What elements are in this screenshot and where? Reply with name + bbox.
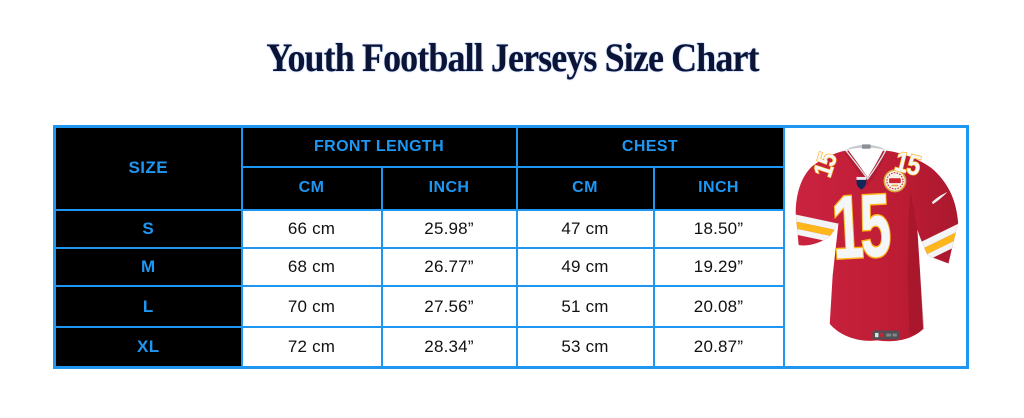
header-front-length: FRONT LENGTH xyxy=(240,125,518,168)
page-title: Youth Football Jerseys Size Chart xyxy=(0,36,1024,80)
header-chest-inch: INCH xyxy=(652,166,785,211)
table-row-l: L 70 cm 27.56” 51 cm 20.08” xyxy=(53,285,968,328)
collar-back xyxy=(845,144,887,151)
size-cell: XL xyxy=(53,325,243,369)
table-row-m: M 68 cm 26.77” 49 cm 19.29” xyxy=(53,246,968,288)
header-chest: CHEST xyxy=(515,125,785,168)
front-inch-cell: 28.34” xyxy=(380,325,518,369)
jersey-image-cell: 15 15 15 xyxy=(782,125,969,369)
front-inch-cell: 26.77” xyxy=(380,246,518,288)
table-row-xl: XL 72 cm 28.34” 53 cm 20.87” xyxy=(53,325,968,369)
chest-cm-cell: 47 cm xyxy=(515,208,655,249)
front-cm-cell: 68 cm xyxy=(240,246,383,288)
nfl-shield-icon xyxy=(856,176,867,190)
jersey-chest-number: 15 xyxy=(830,175,893,278)
front-inch-cell: 27.56” xyxy=(380,285,518,328)
front-inch-cell: 25.98” xyxy=(380,208,518,249)
header-size: SIZE xyxy=(53,125,243,211)
jersey-image: 15 15 15 xyxy=(795,144,959,342)
collar-trim xyxy=(844,149,888,187)
front-cm-cell: 72 cm xyxy=(240,325,383,369)
header-chest-cm: CM xyxy=(515,166,655,211)
size-chart-table: SIZE FRONT LENGTH CHEST xyxy=(53,125,969,369)
header-units-row: CM INCH CM INCH xyxy=(55,166,968,211)
chest-inch-cell: 19.29” xyxy=(652,246,785,288)
chest-cm-cell: 49 cm xyxy=(515,246,655,288)
size-cell: M xyxy=(53,246,243,288)
chest-inch-cell: 20.87” xyxy=(652,325,785,369)
chest-inch-cell: 20.08” xyxy=(652,285,785,328)
front-cm-cell: 66 cm xyxy=(240,208,383,249)
front-cm-cell: 70 cm xyxy=(240,285,383,328)
header-group-row: SIZE FRONT LENGTH CHEST xyxy=(53,125,969,369)
nike-swoosh-icon xyxy=(932,192,948,205)
header-front-cm: CM xyxy=(240,166,383,211)
header-front-inch: INCH xyxy=(380,166,518,211)
chiefs-patch-icon xyxy=(883,169,907,193)
side-mesh-shading xyxy=(907,191,925,336)
jersey-body xyxy=(795,150,959,342)
table-row-s: S 66 cm 25.98” 47 cm 18.50” xyxy=(53,208,968,249)
size-cell: L xyxy=(53,285,243,328)
chest-cm-cell: 53 cm xyxy=(515,325,655,369)
size-cell: S xyxy=(53,208,243,249)
page-title-text: Youth Football Jerseys Size Chart xyxy=(265,35,759,80)
jock-tag xyxy=(872,330,900,340)
chest-inch-cell: 18.50” xyxy=(652,208,785,249)
chest-cm-cell: 51 cm xyxy=(515,285,655,328)
